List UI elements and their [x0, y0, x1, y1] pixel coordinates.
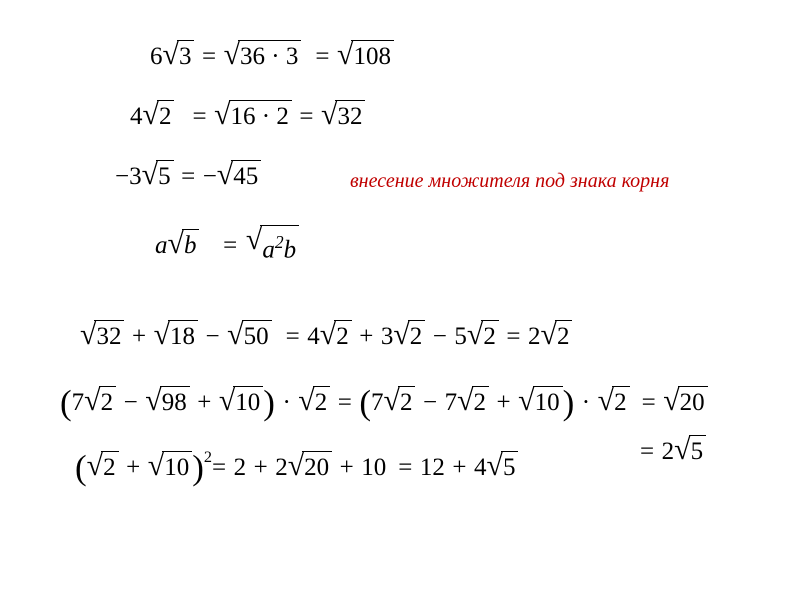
sqrt-icon: √2	[87, 451, 119, 485]
sqrt-icon: √5	[142, 160, 174, 194]
sqrt-icon: √36 · 3	[224, 40, 302, 74]
sqrt-icon: √32	[80, 320, 124, 354]
sqrt-icon: √98	[145, 386, 189, 420]
coef: 6	[150, 43, 163, 71]
sqrt-icon: √2	[384, 386, 416, 420]
equation-line-4: a √b = √a2b	[155, 225, 299, 267]
sqrt-icon: √10	[518, 386, 562, 420]
sqrt-icon: √5	[487, 451, 519, 485]
sqrt-icon: √50	[227, 320, 271, 354]
neg-sign: −	[203, 163, 217, 191]
sqrt-icon: √18	[154, 320, 198, 354]
sqrt-icon: √5	[674, 435, 706, 469]
sqrt-icon: √16 · 2	[214, 100, 292, 134]
sqrt-icon: √20	[663, 386, 707, 420]
sqrt-icon: √2	[467, 320, 499, 354]
coef: −3	[115, 163, 142, 191]
sqrt-icon: √2	[298, 386, 330, 420]
coef: 4	[130, 103, 143, 131]
expression-1: √32 + √18 − √50 = 4√2 + 3√2 − 5√2 = 2√2	[80, 320, 572, 354]
sqrt-icon: √b	[168, 229, 200, 263]
sqrt-icon: √a2b	[246, 225, 299, 267]
expression-2b: = 2√5	[640, 435, 706, 469]
sqrt-icon: √10	[148, 451, 192, 485]
sqrt-icon: √2	[540, 320, 572, 354]
sqrt-icon: √2	[84, 386, 116, 420]
equation-line-1: 6 √3 = √36 · 3 = √108	[150, 40, 394, 74]
expression-3: ( √2 + √10 )2 = 2 + 2√20 + 10 = 12 + 4√5	[75, 450, 518, 485]
sqrt-icon: √20	[288, 451, 332, 485]
coef: a	[155, 232, 168, 260]
sqrt-icon: √2	[598, 386, 630, 420]
sqrt-icon: √45	[217, 160, 261, 194]
sqrt-icon: √2	[393, 320, 425, 354]
sqrt-icon: √2	[320, 320, 352, 354]
sqrt-icon: √2	[143, 100, 175, 134]
sqrt-icon: √10	[219, 386, 263, 420]
sqrt-icon: √3	[163, 40, 195, 74]
sqrt-icon: √2	[457, 386, 489, 420]
sqrt-icon: √32	[321, 100, 365, 134]
annotation-text: внесение множителя под знака корня	[350, 170, 669, 193]
expression-2: ( 7√2 − √98 + √10 ) · √2 = ( 7√2 − 7√2 +…	[60, 385, 708, 420]
equation-line-2: 4 √2 = √16 · 2 = √32	[130, 100, 365, 134]
equation-line-3: −3 √5 = − √45	[115, 160, 261, 194]
sqrt-icon: √108	[337, 40, 394, 74]
